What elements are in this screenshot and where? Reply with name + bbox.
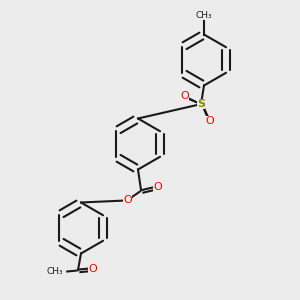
Text: O: O [205, 116, 214, 126]
Text: CH₃: CH₃ [46, 267, 63, 276]
Text: O: O [88, 263, 97, 274]
Text: O: O [180, 91, 189, 101]
Text: O: O [123, 195, 132, 206]
Text: S: S [197, 99, 205, 109]
Text: CH₃: CH₃ [196, 11, 212, 20]
Text: O: O [153, 182, 162, 192]
